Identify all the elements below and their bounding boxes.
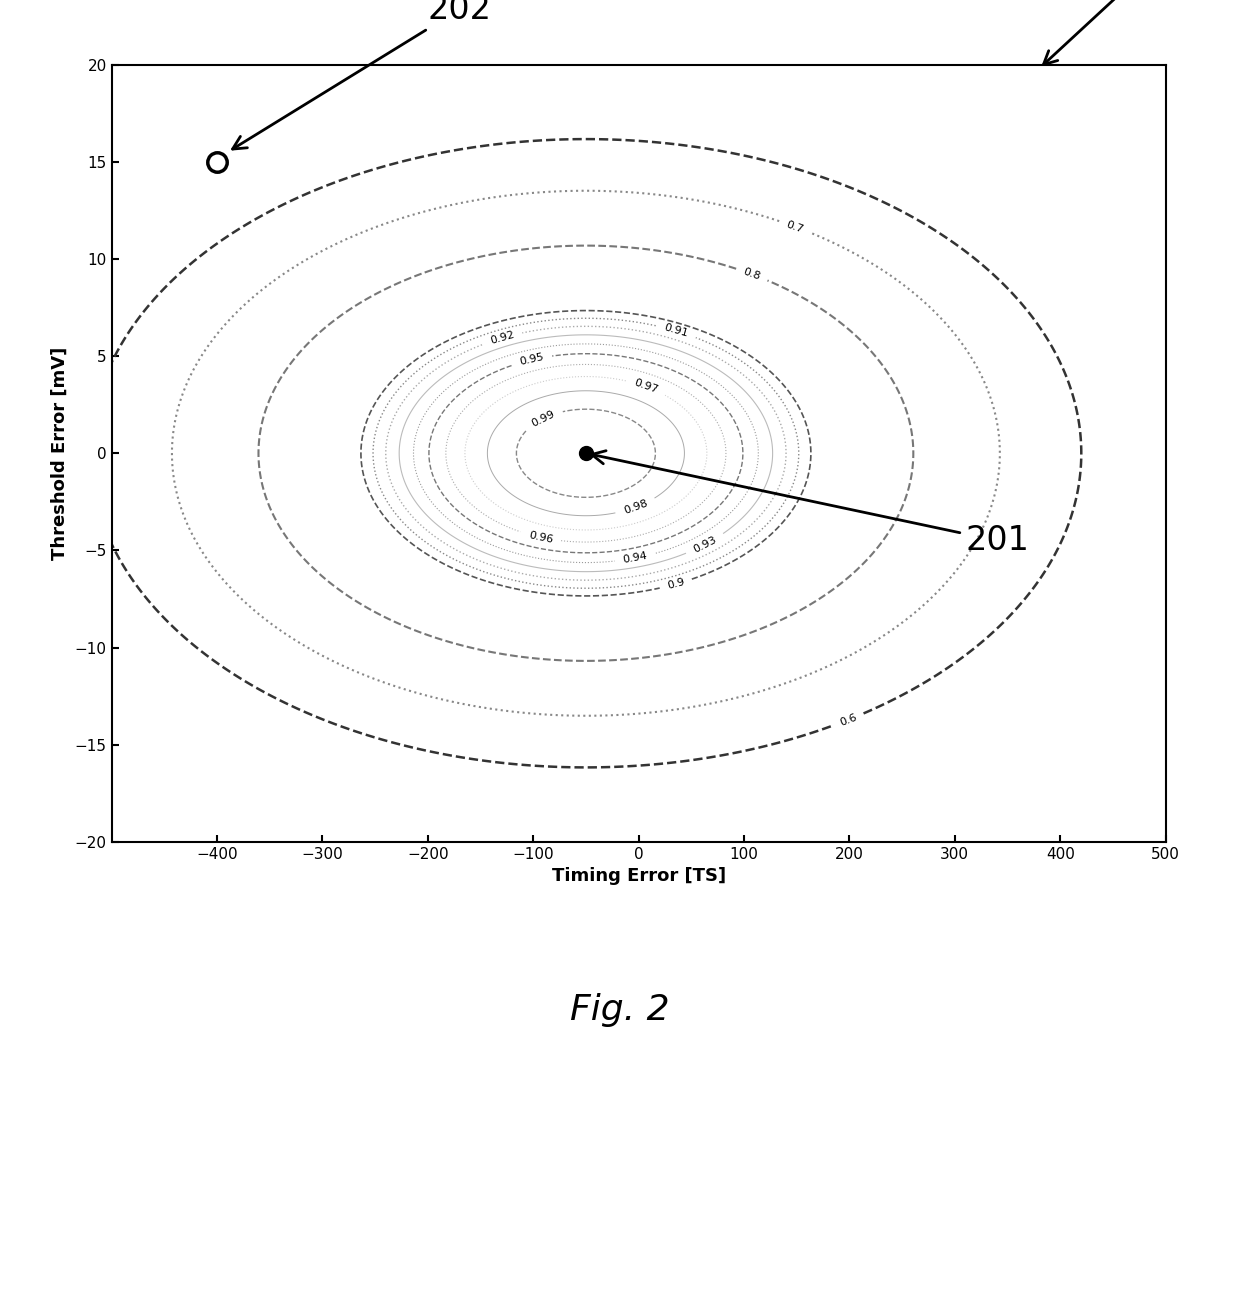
Text: 0.94: 0.94 (622, 550, 649, 565)
Text: 0.8: 0.8 (742, 267, 761, 282)
Text: 201: 201 (591, 451, 1029, 557)
Text: 0.97: 0.97 (632, 378, 660, 395)
Text: 0.92: 0.92 (489, 330, 516, 346)
Text: 0.93: 0.93 (692, 535, 718, 554)
Text: 0.95: 0.95 (518, 352, 544, 368)
Text: 0.6: 0.6 (838, 712, 858, 728)
Text: 0.91: 0.91 (662, 322, 689, 339)
Text: Fig. 2: Fig. 2 (570, 993, 670, 1027)
Y-axis label: Threshold Error [mV]: Threshold Error [mV] (51, 347, 69, 559)
Text: 202: 202 (233, 0, 491, 149)
Text: 0.96: 0.96 (527, 530, 553, 545)
Text: 203: 203 (1043, 0, 1240, 65)
Text: 0.9: 0.9 (666, 576, 686, 591)
Text: 0.7: 0.7 (785, 219, 805, 234)
X-axis label: Timing Error [TS]: Timing Error [TS] (552, 868, 725, 886)
Text: 0.98: 0.98 (622, 499, 649, 517)
Text: 0.99: 0.99 (529, 409, 557, 429)
